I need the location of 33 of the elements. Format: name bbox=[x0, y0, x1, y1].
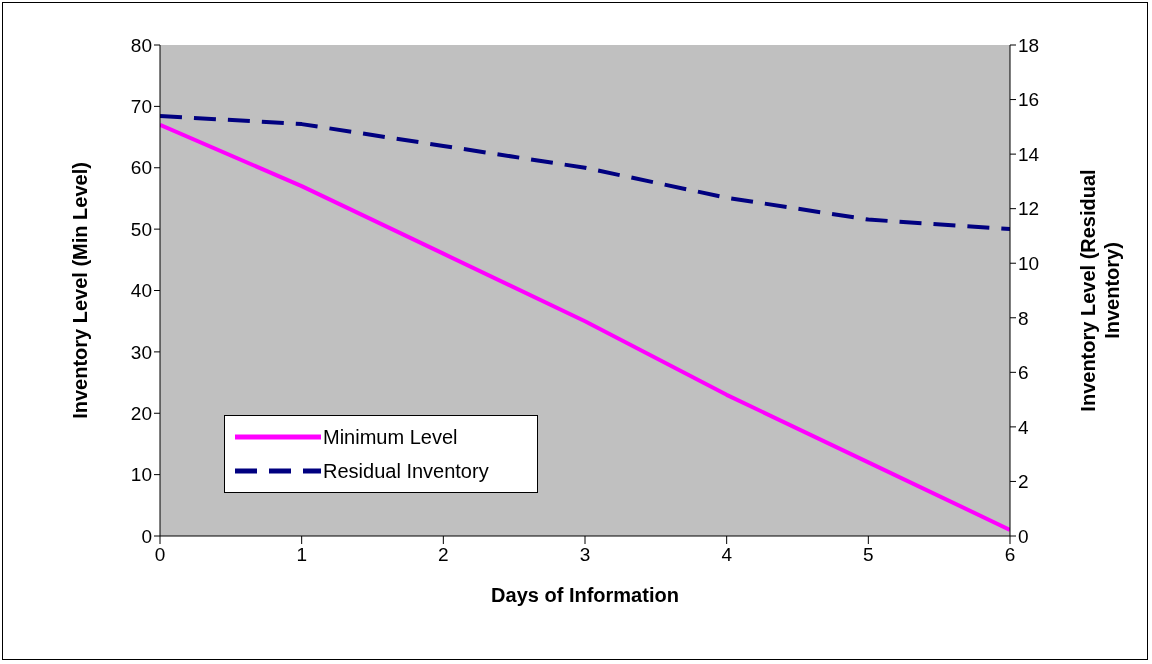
y2-tick-label: 4 bbox=[1018, 416, 1029, 438]
y2-tick-label: 16 bbox=[1018, 89, 1040, 111]
y2-tick-label: 14 bbox=[1018, 143, 1040, 165]
y-tick-label: 80 bbox=[130, 34, 152, 56]
x-tick-label: 6 bbox=[1004, 544, 1016, 566]
legend-label: Residual Inventory bbox=[323, 459, 489, 483]
line-series bbox=[160, 113, 1010, 232]
x-tick-label: 3 bbox=[579, 544, 591, 566]
y2-tick-label: 6 bbox=[1018, 362, 1029, 384]
y-tick-label: 0 bbox=[141, 525, 152, 547]
y-tick-label: 60 bbox=[130, 157, 152, 179]
legend-label: Minimum Level bbox=[323, 425, 458, 449]
x-tick-label: 5 bbox=[863, 544, 874, 566]
y-tick-label: 10 bbox=[130, 464, 152, 486]
x-axis-title: Days of Information bbox=[491, 584, 679, 606]
y2-axis-title: Inventory Level (Residual Inventory) bbox=[1077, 169, 1123, 412]
x-tick-label: 0 bbox=[154, 544, 166, 566]
y2-tick-label: 18 bbox=[1018, 34, 1040, 56]
y2-tick-label: 8 bbox=[1018, 307, 1029, 329]
y-tick-label: 20 bbox=[130, 402, 152, 424]
y-tick-label: 50 bbox=[130, 218, 152, 240]
x-tick-label: 1 bbox=[296, 544, 307, 566]
y-tick-label: 40 bbox=[130, 280, 152, 302]
x-tick-label: 4 bbox=[721, 544, 733, 566]
y-tick-label: 70 bbox=[130, 96, 152, 118]
x-tick-label: 2 bbox=[438, 544, 449, 566]
y-axis-title: Inventory Level (Min Level) bbox=[69, 162, 92, 419]
y2-tick-label: 10 bbox=[1018, 252, 1040, 274]
y2-tick-label: 0 bbox=[1018, 525, 1029, 547]
y-tick-label: 30 bbox=[130, 341, 152, 363]
y2-tick-label: 2 bbox=[1018, 471, 1029, 493]
y2-tick-label: 12 bbox=[1018, 198, 1040, 220]
line-series bbox=[160, 122, 1010, 532]
